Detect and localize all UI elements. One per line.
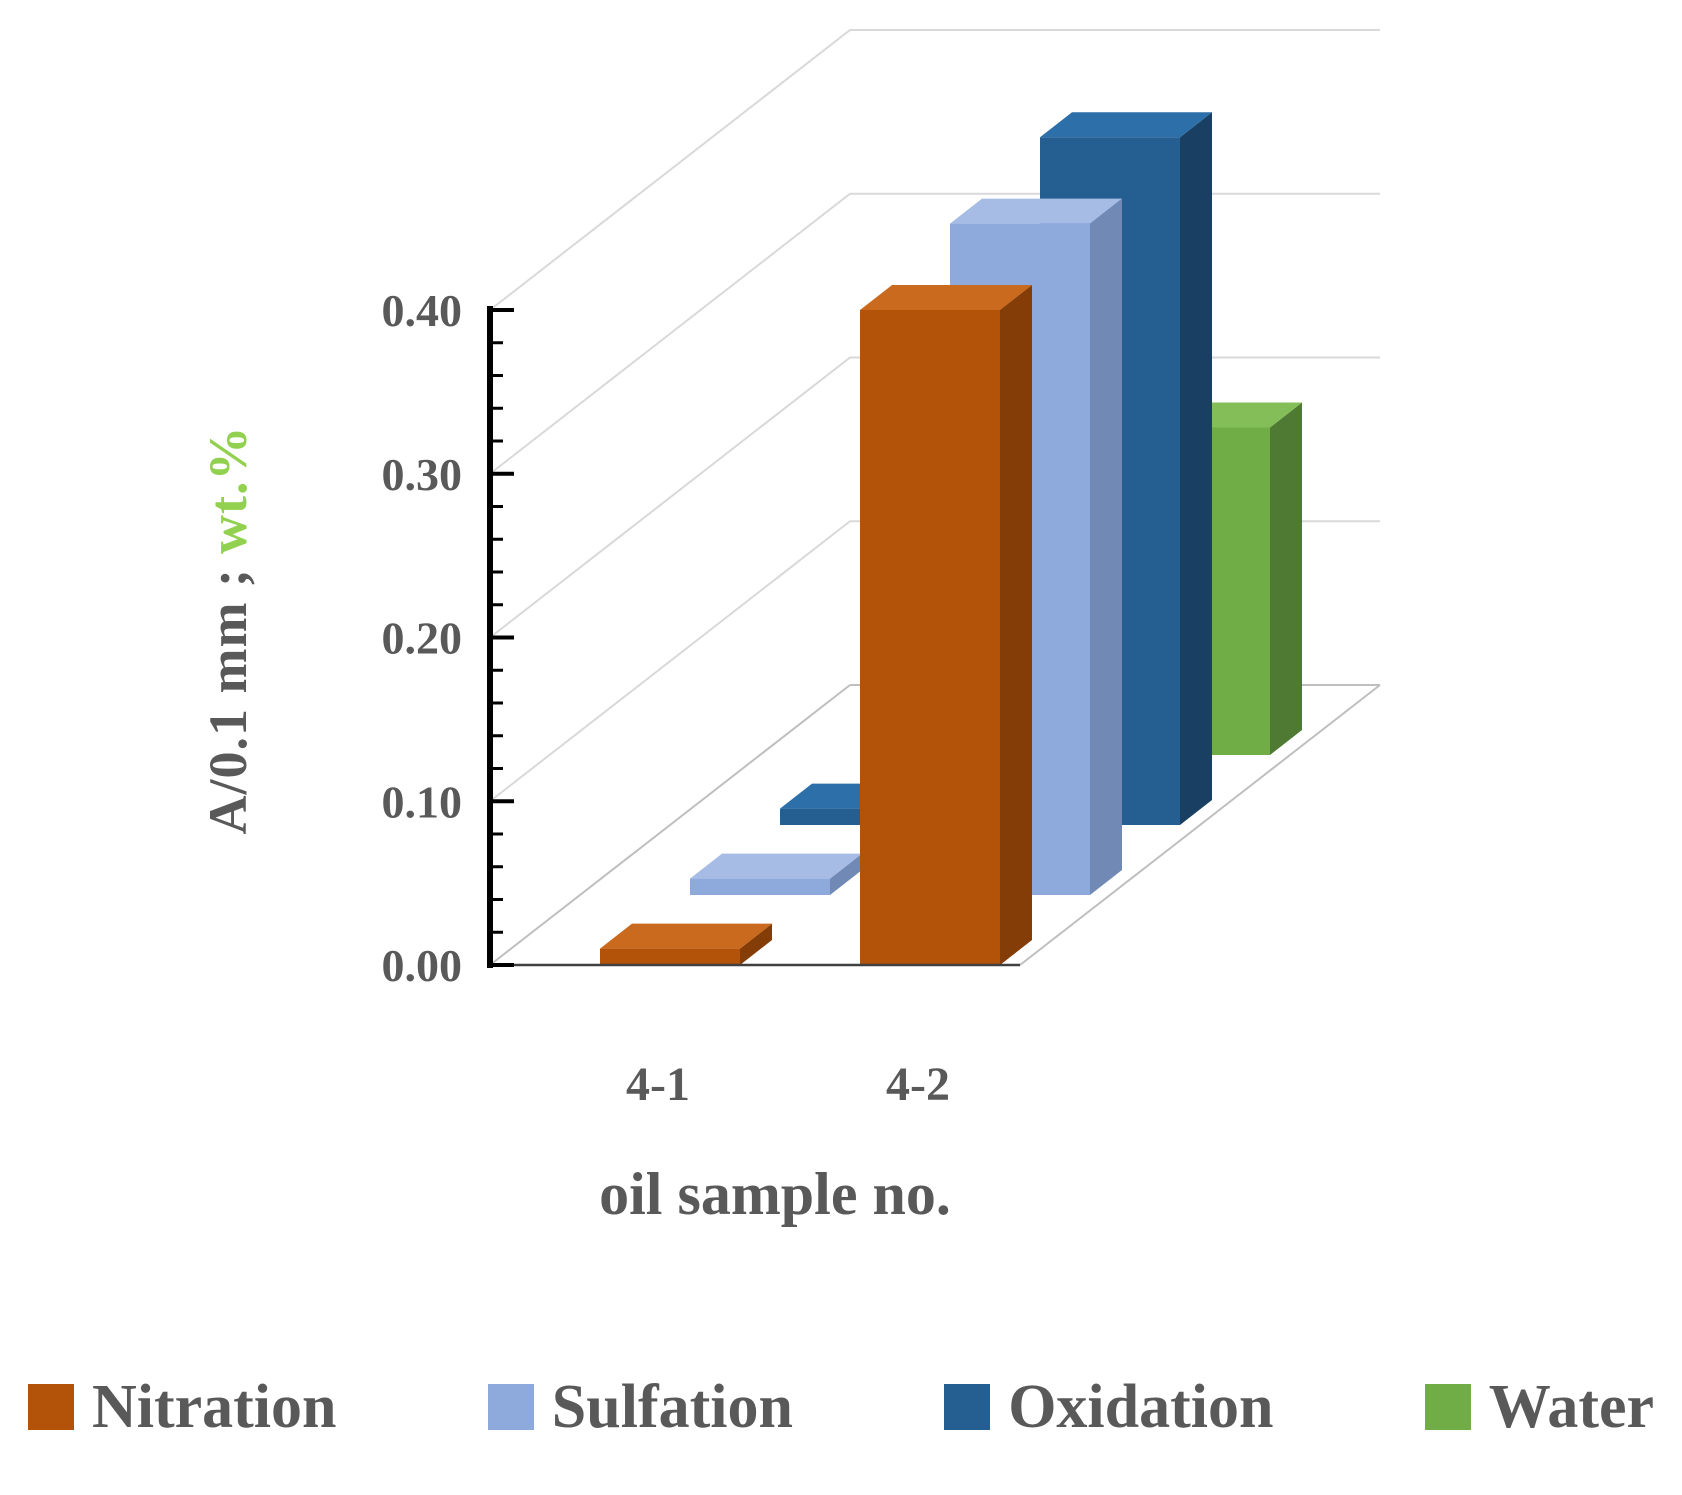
y-tick-label-0.40: 0.40 xyxy=(382,285,463,336)
bar-oxidation-4-2-side xyxy=(1180,112,1212,825)
legend-item-nitration: Nitration xyxy=(28,1372,337,1443)
legend-swatch-sulfation xyxy=(487,1384,534,1430)
y-axis-title: A/0.1 mm ; wt.% xyxy=(197,426,259,835)
bar-sulfation-4-1 xyxy=(690,878,830,895)
bar-sulfation-4-2-side xyxy=(1090,198,1122,895)
legend-swatch-water xyxy=(1424,1384,1471,1430)
x-axis-title: oil sample no. xyxy=(599,1161,951,1227)
bar-sulfation-4-1-side xyxy=(830,853,862,895)
legend-swatch-nitration xyxy=(28,1384,74,1430)
bar-nitration-4-2-side xyxy=(1000,285,1032,965)
legend-label-water: Water xyxy=(1488,1372,1654,1441)
y-axis-title-unit: wt.% xyxy=(198,425,258,555)
y-tick-label-0.10: 0.10 xyxy=(382,776,463,827)
floor-edge-left xyxy=(489,684,851,966)
y-tick-label-0.30: 0.30 xyxy=(382,449,463,500)
y-tick-label-0.20: 0.20 xyxy=(382,613,463,664)
legend-label-oxidation: Oxidation xyxy=(1008,1372,1274,1441)
bar-nitration-4-2 xyxy=(860,310,1000,965)
legend-swatch-oxidation xyxy=(944,1384,991,1430)
bar-nitration-4-1-side xyxy=(740,923,772,965)
gridline-0.40 xyxy=(489,29,1380,311)
legend-item-oxidation: Oxidation xyxy=(944,1372,1274,1443)
legend-item-water: Water xyxy=(1424,1372,1654,1443)
bar-oxidation-4-2-top xyxy=(1040,112,1212,138)
3d-bar-chart-plot: 0.00 0.10 0.20 0.30 0.40 4-1 4-2 xyxy=(382,29,1381,1111)
legend-label-nitration: Nitration xyxy=(92,1372,337,1441)
legend-label-sulfation: Sulfation xyxy=(551,1372,793,1441)
floor-edge-right xyxy=(1019,684,1381,966)
bar-sulfation-4-2-top xyxy=(950,198,1122,224)
x-tick-label-4-2: 4-2 xyxy=(886,1058,950,1111)
y-tick-label-0.00: 0.00 xyxy=(382,940,463,991)
bar-water-4-2-side xyxy=(1270,402,1302,755)
legend-item-sulfation: Sulfation xyxy=(487,1372,793,1443)
bar-nitration-4-2-top xyxy=(860,285,1032,310)
x-tick-label-4-1: 4-1 xyxy=(626,1058,690,1111)
bar-sulfation-4-1-top xyxy=(690,853,862,879)
bar-nitration-4-1 xyxy=(600,948,740,965)
bar-nitration-4-1-top xyxy=(600,923,772,949)
y-axis-title-main: A/0.1 mm ; xyxy=(198,568,258,835)
legend: Nitration Sulfation Oxidation Water xyxy=(28,1362,1654,1452)
